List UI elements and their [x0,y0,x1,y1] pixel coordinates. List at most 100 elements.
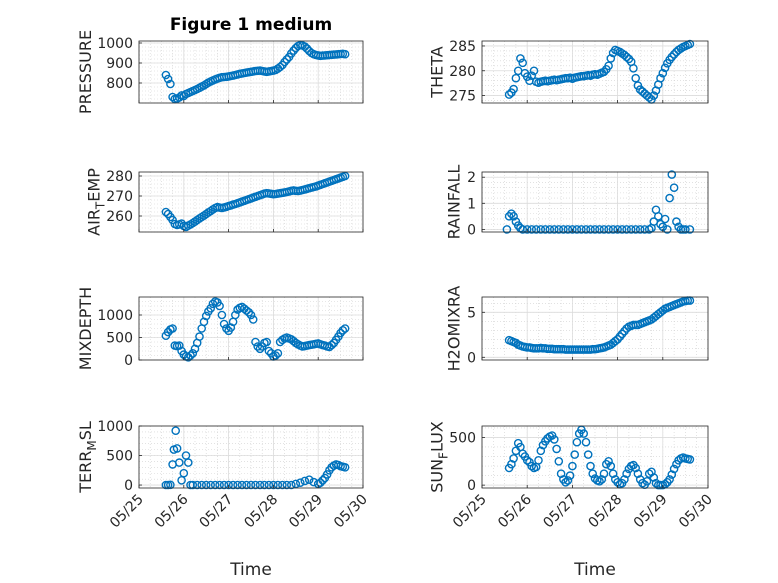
axes-box [138,296,364,361]
data-point [230,310,240,320]
data-point [289,46,298,55]
data-point [163,74,173,84]
data-point [201,311,211,321]
data-point [536,446,546,456]
y-axis-label: THETA [428,46,447,98]
data-point [597,475,607,484]
data-point [282,480,292,490]
y-tick-label: 900 [106,56,133,72]
data-point [563,225,573,234]
data-point [338,325,348,335]
x-tick-label: 05/27 [197,492,237,532]
axes-box [481,296,709,361]
y-tick-label: 500 [449,430,476,446]
y-tick-label: 1000 [97,419,133,435]
axes-box [138,425,364,489]
data-point [563,476,573,485]
data-point [527,225,537,234]
data-point [183,458,193,467]
data-point [622,225,631,234]
data-point [304,475,314,485]
y-tick-label: 0 [124,478,133,494]
x-tick-label: 05/30 [331,492,371,532]
data-point [504,90,514,99]
x-axis-label-left: Time [229,560,272,580]
data-series [161,40,350,104]
data-point [248,315,258,324]
data-point [264,346,274,356]
data-point [527,461,537,471]
data-point [681,225,690,234]
data-point [219,319,229,329]
data-point [264,480,274,490]
y-tick-label: 500 [106,331,133,347]
data-point [316,478,325,488]
subplot-sun-flux: 0 500 05/25 05/26 05/27 05/28 05/29 05/30 SUNFLU… [428,421,716,531]
data-point [572,225,582,234]
data-point [622,469,631,479]
data-point [611,336,620,346]
data-point [570,450,580,459]
data-point [649,91,659,100]
data-point [302,44,312,53]
data-point [282,55,292,64]
data-point [660,214,670,224]
figure-title: Figure 1 medium [170,15,332,35]
data-point [217,310,227,320]
axes-box [481,171,709,233]
data-point [644,93,654,102]
data-point [604,225,613,234]
data-point [269,480,278,490]
data-point [197,480,206,490]
subplot-terr-msl: 0 500 1000 05/25 05/26 05/27 05/28 05/29 05/30 TE… [76,419,371,531]
data-point [224,480,233,490]
data-point [669,183,679,192]
data-point [340,324,350,333]
x-tick-label: 05/25 [107,492,147,532]
data-point [599,225,609,234]
y-tick-label: 0 [467,478,476,494]
axes-box [138,40,364,104]
data-point [608,225,618,234]
data-series [504,39,695,104]
data-point [665,475,674,484]
data-point [228,480,238,490]
data-point [251,337,260,347]
data-point [629,64,638,73]
data-point [586,461,595,471]
data-point [565,471,575,480]
data-point [606,461,616,471]
data-point [511,338,521,348]
x-tick-label: 05/28 [241,492,281,532]
data-point [595,476,604,486]
data-point [599,67,609,77]
data-point [626,225,636,234]
data-point [206,303,215,313]
data-point [665,193,674,203]
data-point [168,324,177,333]
data-point [246,310,256,320]
data-point [554,456,564,466]
data-point [260,480,269,490]
data-point [617,329,627,339]
data-series [504,425,695,490]
data-point [656,73,665,83]
data-series [161,426,350,490]
y-tick-label: 800 [106,76,133,92]
data-point [246,480,256,490]
data-point [635,225,645,234]
axes-box [138,171,364,233]
x-tick-label: 05/26 [495,491,535,531]
data-point [522,455,532,465]
data-point [631,225,641,234]
data-point [613,334,622,344]
data-point [174,458,184,467]
data-point [327,340,336,350]
y-tick-label: 0 [124,353,133,369]
data-series [502,170,695,234]
